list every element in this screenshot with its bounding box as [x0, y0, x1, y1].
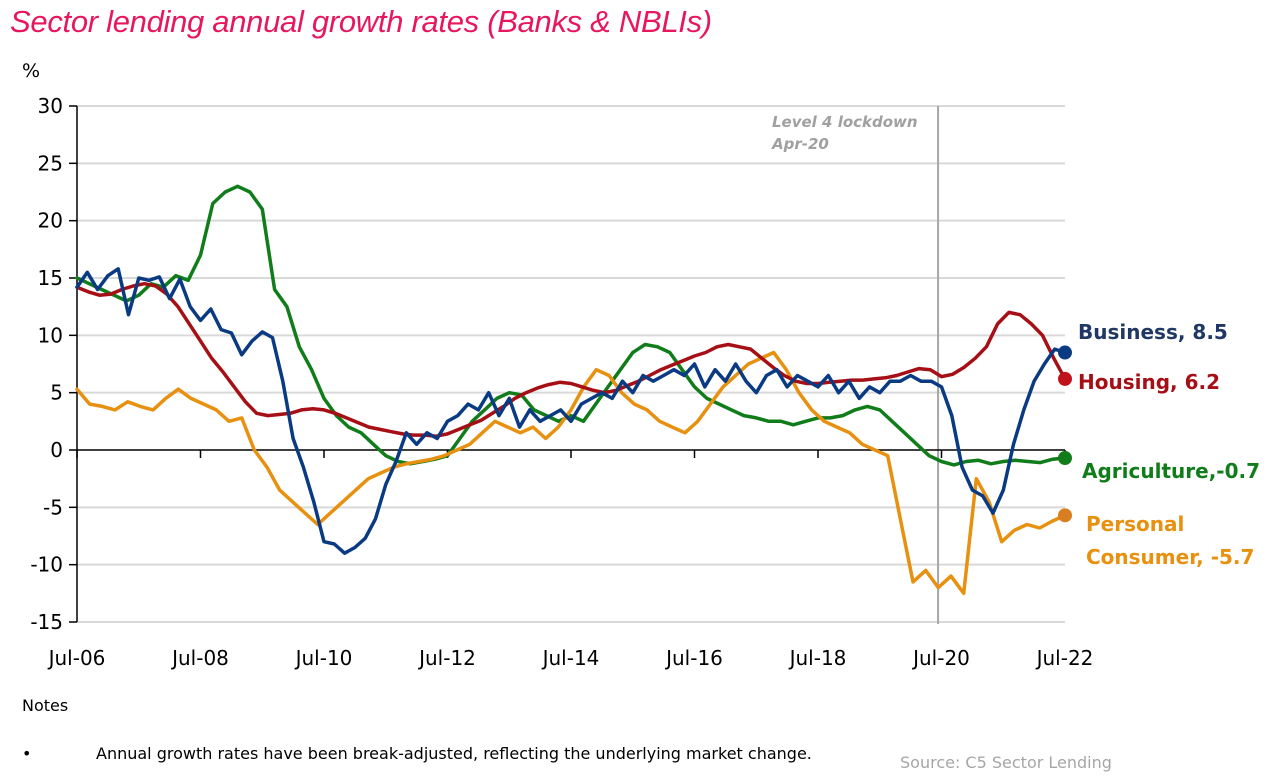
y-tick-label: 0 — [50, 438, 63, 462]
x-tick-label: Jul-12 — [417, 646, 476, 670]
lockdown-marker: Level 4 lockdown Apr-20 — [771, 106, 940, 624]
series-line-housing — [75, 281, 1067, 438]
notes-heading: Notes — [22, 696, 69, 715]
y-tick-label: 5 — [50, 381, 63, 405]
chart-title: Sector lending annual growth rates (Bank… — [10, 4, 712, 39]
y-tick-label: 10 — [38, 323, 63, 347]
end-marker-business — [1058, 345, 1072, 360]
y-tick-label: 30 — [38, 94, 63, 118]
x-tick-label: Jul-22 — [1035, 646, 1094, 670]
series-line-agriculture — [75, 184, 1067, 467]
source-text: Source: C5 Sector Lending — [900, 753, 1112, 772]
x-tick-label: Jul-18 — [788, 646, 847, 670]
x-tick-label: Jul-06 — [47, 646, 106, 670]
y-tick-label: 20 — [38, 209, 63, 233]
x-tick-label: Jul-08 — [170, 646, 229, 670]
end-label-personal-consumer: Consumer, -5.7 — [1086, 545, 1254, 569]
series-line-personal-consumer — [75, 350, 1067, 596]
y-tick-label: 25 — [38, 151, 63, 175]
series-lines — [75, 184, 1072, 596]
lockdown-annotation: Apr-20 — [771, 135, 829, 153]
x-tick-label: Jul-14 — [541, 646, 600, 670]
gridlines — [77, 105, 1065, 623]
line-chart: Level 4 lockdown Apr-20 30 25 20 15 10 5 0 -5 -10… — [30, 94, 1260, 670]
note-item: Annual growth rates have been break-adju… — [96, 744, 812, 763]
lockdown-annotation: Level 4 lockdown — [772, 113, 918, 131]
x-tick-label: Jul-10 — [294, 646, 353, 670]
y-tick-label: 15 — [38, 266, 63, 290]
series-line-business — [75, 267, 1067, 555]
end-marker-agriculture — [1058, 451, 1072, 466]
bullet-icon: • — [22, 744, 32, 763]
axes: 30 25 20 15 10 5 0 -5 -10 -15 Jul-06 Jul-08 Jul-10 Ju… — [30, 94, 1093, 670]
y-tick-label: -15 — [30, 610, 63, 634]
x-tick-label: Jul-16 — [664, 646, 723, 670]
end-label-housing: Housing, 6.2 — [1078, 370, 1220, 394]
end-labels: Agriculture,-0.7 Personal Consumer, -5.7 Ho… — [1078, 320, 1260, 569]
end-label-agriculture: Agriculture,-0.7 — [1082, 459, 1260, 483]
y-tick-label: -10 — [30, 553, 63, 577]
x-tick-label: Jul-20 — [911, 646, 970, 670]
end-label-business: Business, 8.5 — [1078, 320, 1228, 344]
y-tick-label: -5 — [43, 495, 63, 519]
end-label-personal-consumer: Personal — [1086, 512, 1184, 536]
end-marker-housing — [1058, 371, 1072, 386]
end-marker-personal-consumer — [1058, 508, 1072, 523]
y-axis-unit: % — [22, 60, 41, 82]
